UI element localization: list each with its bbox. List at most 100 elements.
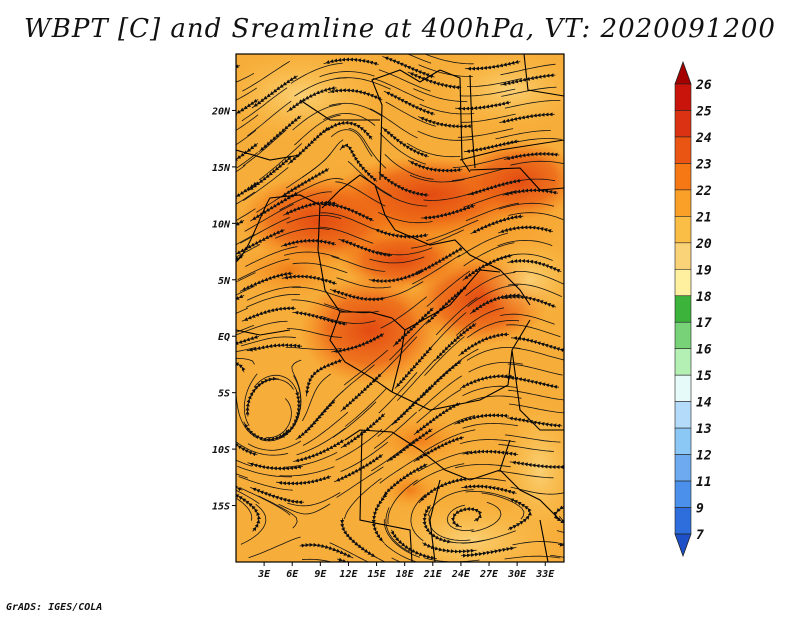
streamline <box>452 156 508 169</box>
streamline <box>512 347 564 361</box>
streamline <box>503 151 560 161</box>
streamline <box>320 212 374 230</box>
streamline <box>381 126 429 158</box>
streamline <box>509 460 564 470</box>
streamline <box>284 251 340 259</box>
lat-label: 5S <box>218 389 230 400</box>
streamline <box>507 497 532 531</box>
colorbar-label: 14 <box>696 396 712 411</box>
lon-label: 9E <box>314 569 327 580</box>
streamline <box>423 190 479 201</box>
streamline <box>459 439 516 444</box>
lat-label: 20N <box>211 106 231 117</box>
latitude-axis: 20N 15N 10N 5N EQ 5S 10S 15S <box>211 106 236 513</box>
streamline <box>461 484 517 495</box>
streamline <box>413 435 465 463</box>
streamline <box>241 306 296 322</box>
streamline <box>247 440 302 451</box>
lon-label: 18E <box>396 569 415 580</box>
streamline <box>424 54 474 65</box>
streamline <box>323 57 379 66</box>
streamline <box>336 277 392 289</box>
lon-label: 12E <box>339 569 358 580</box>
colorbar-segment <box>674 480 692 508</box>
streamline <box>236 87 257 101</box>
lat-label: 10S <box>212 445 230 456</box>
colorbar-segment <box>674 507 692 535</box>
streamline <box>510 160 564 166</box>
colorbar-segment <box>674 83 692 111</box>
colorbar-segment <box>674 348 692 376</box>
streamline <box>375 186 428 207</box>
streamline <box>464 59 521 71</box>
streamline <box>508 212 564 220</box>
lon-label: 27E <box>479 569 499 580</box>
streamline <box>507 283 562 297</box>
streamline <box>411 229 464 249</box>
colorbar-segment <box>674 216 692 244</box>
streamline <box>236 129 257 146</box>
streamline <box>340 413 386 449</box>
streamline <box>236 142 258 172</box>
streamline <box>236 98 259 125</box>
streamline <box>500 313 555 325</box>
colorbar-label: 23 <box>695 157 712 172</box>
streamline <box>368 269 424 284</box>
streamline <box>236 441 289 456</box>
streamline <box>459 88 516 97</box>
streamline <box>499 178 556 186</box>
colorbar-label: 20 <box>695 237 712 252</box>
streamline <box>236 325 255 333</box>
streamline <box>501 294 557 309</box>
longitude-axis: 3E 6E 9E 12E 15E 18E 21E 24E 27E 30E 33E <box>257 562 555 580</box>
streamline <box>457 232 509 258</box>
colorbar-label: 18 <box>696 290 712 305</box>
streamline <box>507 258 562 273</box>
streamline <box>336 77 391 90</box>
colorbar-segment <box>674 454 692 482</box>
streamline <box>236 471 243 492</box>
streamline <box>498 202 555 210</box>
lat-label: 15N <box>212 163 231 174</box>
streamline <box>384 543 419 562</box>
streamline <box>280 238 337 247</box>
streamline <box>320 315 376 324</box>
streamline <box>329 542 369 562</box>
lon-label: 15E <box>368 569 387 580</box>
colorbar-label: 11 <box>696 475 712 490</box>
colorbar-segment <box>674 321 692 350</box>
streamline <box>236 72 255 83</box>
streamline <box>239 271 293 292</box>
streamline <box>386 428 433 463</box>
streamline <box>246 343 303 352</box>
streamline <box>240 503 267 545</box>
streamline <box>458 332 510 357</box>
colorbar-segment <box>674 136 692 164</box>
streamline <box>328 102 383 117</box>
colorbar-label: 21 <box>695 210 712 225</box>
streamline <box>513 271 564 285</box>
streamline <box>293 439 345 463</box>
streamline <box>291 178 344 197</box>
streamline <box>236 191 255 205</box>
streamline <box>434 323 477 362</box>
streamline <box>287 492 341 507</box>
streamline <box>281 274 337 286</box>
streamline <box>236 285 255 296</box>
streamline <box>251 75 298 109</box>
streamline <box>503 375 559 389</box>
streamline <box>378 172 429 198</box>
streamline <box>450 477 507 483</box>
streamline <box>383 90 435 116</box>
streamline <box>236 64 241 73</box>
colorbar-label: 22 <box>695 184 712 199</box>
streamline <box>236 181 258 210</box>
streamline <box>454 413 510 425</box>
streamline <box>245 293 301 308</box>
streamline <box>236 359 246 373</box>
lon-label: 21E <box>423 569 443 580</box>
streamline <box>236 347 257 353</box>
streamline <box>452 167 507 181</box>
streamline <box>291 299 347 313</box>
streamline <box>450 506 483 528</box>
